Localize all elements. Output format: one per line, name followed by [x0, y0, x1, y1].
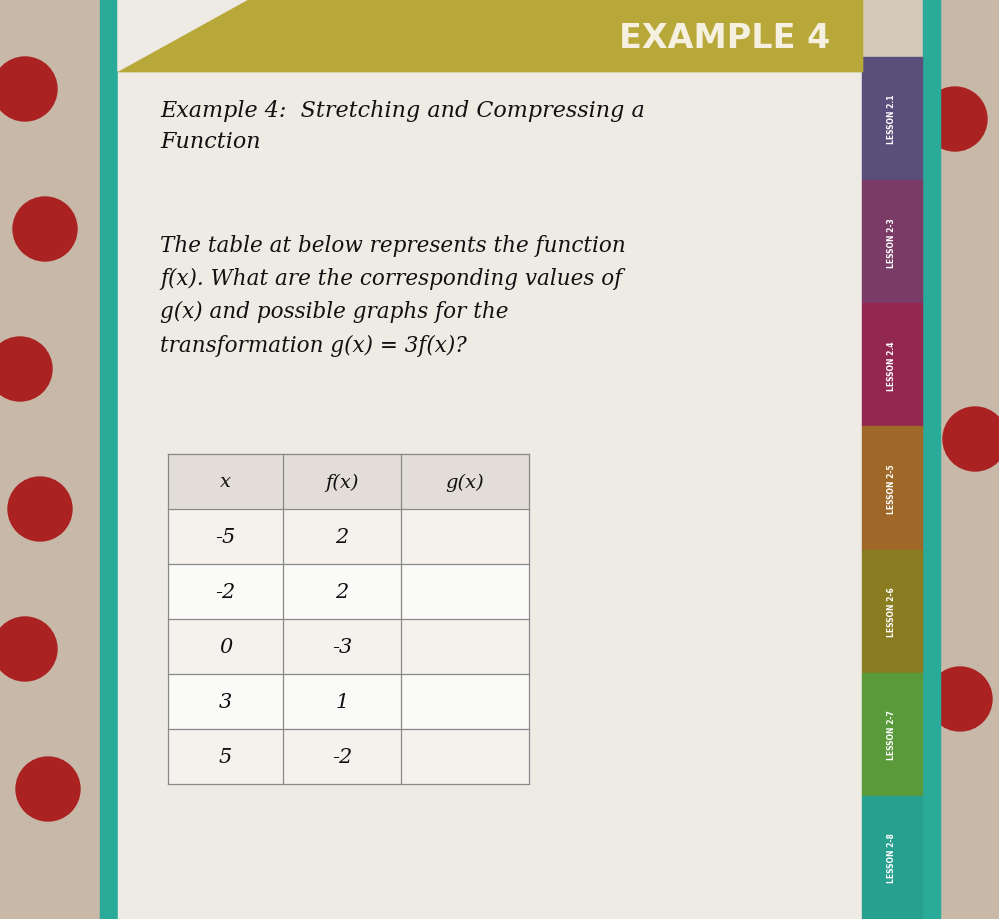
- Bar: [862, 58, 922, 181]
- Bar: [0, 0, 105, 919]
- Bar: [118, 0, 862, 919]
- Bar: [100, 0, 118, 919]
- Text: LESSON 2-7: LESSON 2-7: [887, 709, 896, 759]
- Text: LESSON 2-6: LESSON 2-6: [887, 586, 896, 636]
- Bar: [168, 729, 529, 784]
- Circle shape: [0, 337, 52, 402]
- Text: Example 4:  Stretching and Compressing a
Function: Example 4: Stretching and Compressing a …: [160, 100, 644, 153]
- Bar: [168, 619, 529, 675]
- Bar: [168, 509, 529, 564]
- Text: LESSON 2-8: LESSON 2-8: [887, 833, 896, 882]
- Text: 3: 3: [219, 692, 232, 711]
- Text: LESSON 2.4: LESSON 2.4: [887, 341, 896, 391]
- Text: -3: -3: [332, 637, 352, 656]
- Bar: [168, 455, 529, 509]
- Text: -5: -5: [216, 528, 236, 547]
- Text: 0: 0: [219, 637, 232, 656]
- Bar: [862, 181, 922, 304]
- Circle shape: [8, 478, 72, 541]
- Text: 2: 2: [336, 583, 349, 601]
- Polygon shape: [118, 0, 862, 72]
- Polygon shape: [118, 0, 248, 72]
- Circle shape: [943, 407, 999, 471]
- Bar: [862, 550, 922, 673]
- Text: LESSON 2.1: LESSON 2.1: [887, 95, 896, 144]
- Polygon shape: [118, 0, 862, 72]
- Circle shape: [923, 88, 987, 152]
- Text: 1: 1: [336, 692, 349, 711]
- Text: 2: 2: [336, 528, 349, 547]
- Bar: [862, 796, 922, 919]
- Bar: [862, 673, 922, 796]
- Bar: [862, 427, 922, 550]
- Circle shape: [13, 198, 77, 262]
- Bar: [923, 0, 940, 919]
- Text: EXAMPLE 4: EXAMPLE 4: [618, 21, 830, 54]
- Bar: [168, 675, 529, 729]
- Bar: [168, 455, 529, 784]
- Text: The table at below represents the function
f(x). What are the corresponding valu: The table at below represents the functi…: [160, 234, 625, 357]
- Text: x: x: [220, 473, 231, 491]
- Circle shape: [928, 667, 992, 732]
- Text: -2: -2: [332, 747, 352, 766]
- Bar: [168, 564, 529, 619]
- Text: LESSON 2-3: LESSON 2-3: [887, 218, 896, 267]
- Text: -2: -2: [216, 583, 236, 601]
- Circle shape: [16, 757, 80, 821]
- Circle shape: [0, 58, 57, 122]
- Bar: [862, 304, 922, 427]
- Text: LESSON 2-5: LESSON 2-5: [887, 464, 896, 513]
- Text: 5: 5: [219, 747, 232, 766]
- Bar: [940, 0, 999, 919]
- Circle shape: [0, 618, 57, 681]
- Text: f(x): f(x): [326, 473, 359, 491]
- Text: g(x): g(x): [446, 473, 485, 491]
